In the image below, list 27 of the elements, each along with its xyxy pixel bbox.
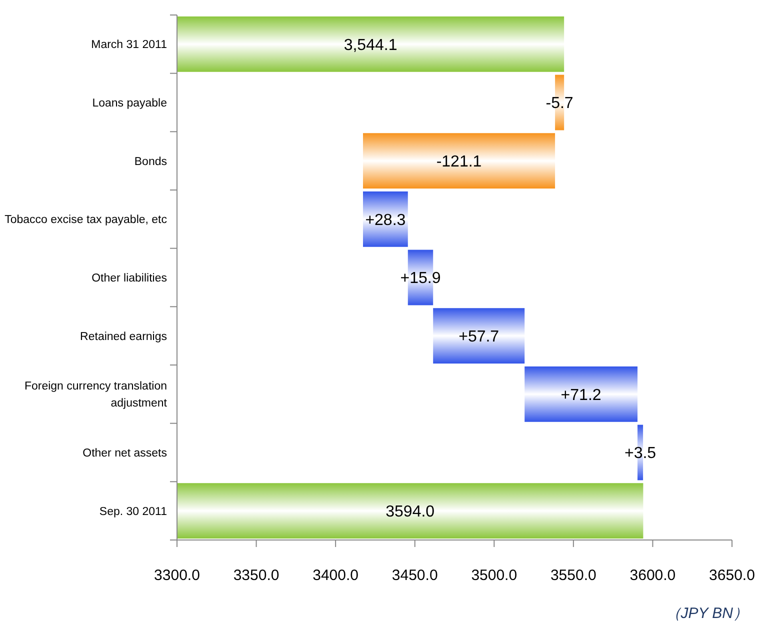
x-tick-label: 3500.0	[471, 567, 518, 584]
y-tick-label: Foreign currency translation adjustment	[24, 380, 168, 410]
y-tick-label: Tobacco excise tax payable, etc	[4, 214, 168, 226]
data-label: 3594.0	[386, 503, 435, 520]
data-label: +71.2	[560, 386, 602, 404]
y-tick-label: Sep. 30 2011	[99, 506, 167, 518]
x-tick-label: 3350.0	[233, 567, 280, 584]
data-label: +57.7	[458, 328, 500, 346]
data-label: +28.3	[365, 212, 406, 229]
x-tick-label: 3300.0	[154, 567, 200, 584]
x-tick-label: 3550.0	[550, 567, 596, 584]
y-tick-label: Bonds	[134, 156, 168, 168]
y-tick-label: March 31 2011	[91, 39, 167, 52]
y-tick-label: Loans payable	[92, 98, 167, 110]
data-label: 3,544.1	[344, 36, 398, 54]
y-tick-label: Other liabilities	[92, 272, 168, 285]
data-label: +15.9	[400, 270, 441, 288]
x-tick-label: 3450.0	[392, 567, 438, 584]
x-tick-label: 3600.0	[630, 567, 676, 584]
data-label: -121.1	[436, 153, 482, 170]
y-tick-label: Other net assets	[82, 448, 168, 460]
x-tick-label: 3400.0	[312, 567, 359, 584]
data-label: +3.5	[624, 445, 656, 462]
x-tick-label: 3650.0	[709, 567, 755, 584]
data-label: -5.7	[546, 95, 574, 112]
y-tick-label: Retained earnigs	[80, 330, 168, 343]
text: （JPY BN）	[666, 605, 748, 622]
